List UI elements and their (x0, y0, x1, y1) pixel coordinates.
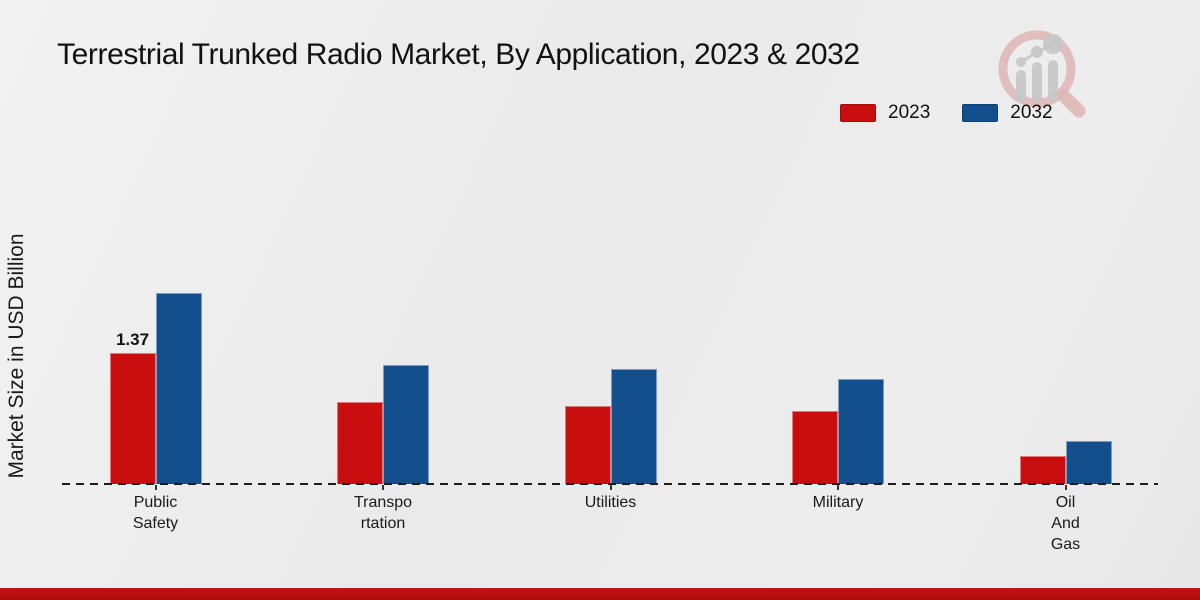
bar-2032-utilities (610, 369, 657, 484)
legend-label-2032: 2032 (1010, 102, 1053, 123)
legend-item-2032: 2032 (962, 102, 1053, 124)
chart-title: Terrestrial Trunked Radio Market, By App… (57, 38, 860, 71)
x-category-label-transportation: Transpo rtation (353, 494, 413, 532)
x-category-label-public-safety: Public Safety (132, 494, 179, 532)
legend-swatch-2023 (840, 104, 876, 122)
brand-logo-magnifier-chart-icon (998, 30, 1086, 118)
legend-label-2023: 2023 (888, 102, 931, 123)
x-category-label-oil-and-gas: Oil And Gas (1050, 494, 1081, 553)
x-axis-tick (609, 485, 612, 490)
bar-2023-military (792, 411, 838, 484)
footer-accent-bar (0, 588, 1200, 600)
legend: 2023 2032 (840, 102, 1053, 124)
bar-2023-transportation (337, 402, 383, 484)
x-axis-tick (837, 485, 839, 490)
x-category-label-utilities: Utilities (584, 494, 637, 511)
x-axis-tick (382, 485, 384, 490)
bar-2032-military (838, 379, 884, 484)
x-category-label-military: Military (812, 494, 864, 511)
bar-2032-transportation (383, 365, 429, 484)
x-axis-line (62, 483, 1158, 485)
bar-2023-oil-and-gas (1019, 456, 1066, 484)
bar-2023-public-safety (109, 353, 156, 484)
legend-item-2023: 2023 (840, 102, 930, 124)
bar-2032-public-safety (155, 293, 202, 484)
x-axis-tick (1064, 485, 1067, 490)
bar-2032-oil-and-gas (1065, 441, 1112, 484)
x-axis-tick (154, 485, 157, 490)
bar-2023-utilities (564, 406, 611, 484)
legend-swatch-2032 (962, 104, 999, 122)
bar-value-label: 1.37 (115, 330, 150, 349)
